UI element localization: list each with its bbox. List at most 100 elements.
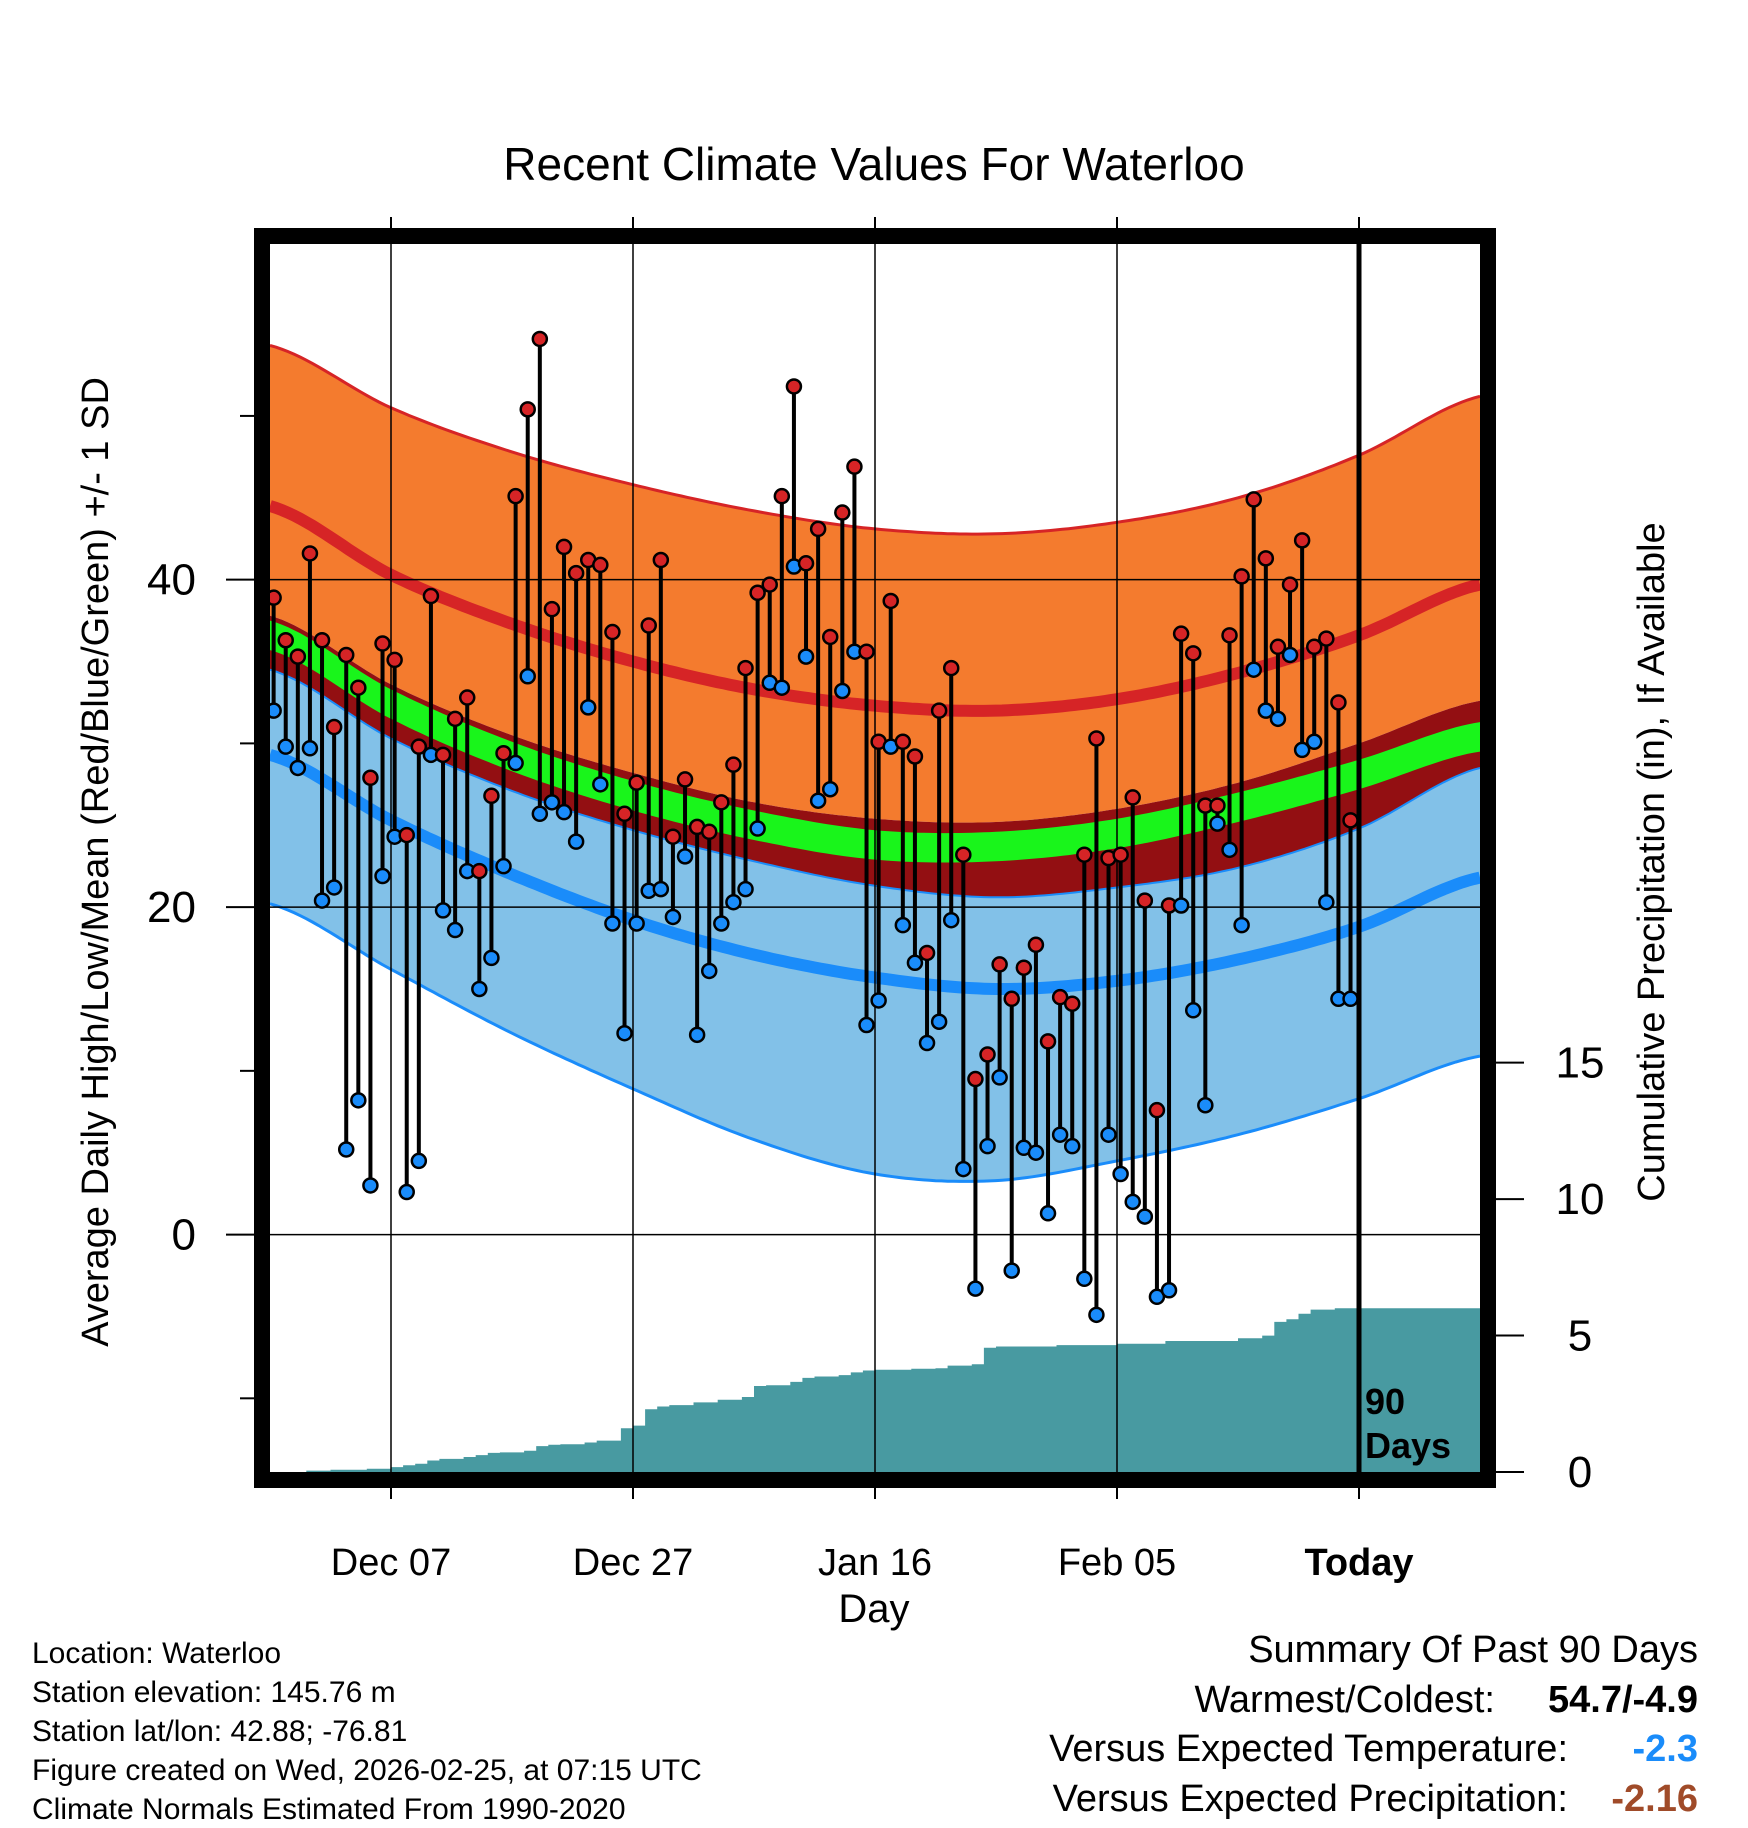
daily-high-point [906, 748, 924, 765]
daily-low-point [918, 1034, 936, 1052]
daily-low-point [301, 740, 319, 757]
daily-high-point [289, 648, 307, 665]
summary-temp-value: -2.3 [1633, 1728, 1698, 1770]
daily-low-point [967, 1280, 984, 1297]
daily-high-point [398, 826, 415, 844]
daily-low-point [337, 1141, 355, 1158]
summary-warmest-label: Warmest/Coldest: [1194, 1679, 1495, 1721]
daily-low-point [797, 648, 815, 665]
daily-high-point [809, 520, 827, 538]
daily-high-point [628, 774, 645, 791]
y-tick-label: 40 [147, 556, 196, 605]
daily-high-point [616, 805, 633, 823]
daily-high-point [277, 631, 294, 649]
daily-high-point [1305, 638, 1323, 656]
daily-high-point [592, 556, 609, 574]
daily-low-point [942, 911, 960, 929]
x-tick-label: Jan 16 [818, 1542, 932, 1584]
daily-high-point [991, 956, 1008, 973]
daily-high-point [434, 746, 452, 764]
daily-low-point [809, 792, 827, 809]
daily-high-point [1257, 550, 1275, 567]
daily-low-point [1076, 1270, 1093, 1288]
daily-low-point [270, 702, 282, 719]
daily-high-point [458, 689, 476, 706]
daily-high-point [1148, 1101, 1166, 1119]
daily-high-point [942, 659, 960, 677]
daily-low-point [749, 820, 766, 837]
daily-low-point [991, 1069, 1008, 1086]
info-created: Figure created on Wed, 2026-02-25, at 07… [32, 1754, 702, 1787]
daily-low-point [725, 893, 742, 911]
daily-low-point [325, 879, 343, 896]
daily-high-point [313, 631, 331, 649]
daily-high-point [797, 555, 815, 572]
daily-high-point [1039, 1033, 1057, 1050]
daily-low-point [567, 833, 585, 850]
daily-high-point [1076, 846, 1093, 863]
daily-low-point [894, 916, 912, 934]
daily-low-point [821, 780, 839, 798]
daily-low-point [543, 794, 561, 811]
daily-high-point [495, 744, 512, 762]
daily-high-point [1221, 627, 1238, 644]
daily-high-point [1015, 959, 1033, 976]
y-axis-label: Average Daily High/Low/Mean (Red/Blue/Gr… [75, 377, 117, 1347]
daily-low-point [628, 915, 645, 932]
x-axis-label: Day [838, 1587, 909, 1631]
info-elevation: Station elevation: 145.76 m [32, 1676, 396, 1709]
daily-high-point [1112, 846, 1129, 863]
daily-high-point [955, 846, 972, 863]
y-tick-label: 20 [147, 883, 196, 932]
daily-high-point [894, 733, 912, 750]
daily-high-point [737, 659, 754, 677]
daily-low-point [1293, 741, 1311, 759]
daily-high-point [410, 738, 428, 755]
daily-low-point [350, 1092, 367, 1109]
info-location: Location: Waterloo [32, 1637, 281, 1670]
daily-low-point [1051, 1126, 1069, 1143]
daily-high-point [1063, 995, 1081, 1012]
plot-frame [254, 228, 1496, 1488]
daily-low-point [555, 803, 573, 821]
daily-high-point [1136, 892, 1154, 909]
daily-low-point [313, 892, 331, 909]
daily-high-point [882, 592, 899, 610]
daily-low-point [1136, 1208, 1154, 1225]
daily-low-point [664, 908, 682, 926]
daily-low-point [1027, 1144, 1045, 1161]
daily-low-point [1257, 702, 1275, 719]
daily-low-point [1209, 815, 1226, 832]
daily-high-point [967, 1070, 984, 1088]
info-latlon: Station lat/lon: 42.88; -76.81 [32, 1715, 407, 1748]
summary-panel: Summary Of Past 90 Days Warmest/Coldest:… [1049, 1629, 1698, 1820]
daily-high-point [761, 576, 778, 593]
daily-high-point [664, 828, 682, 845]
daily-high-point [362, 769, 379, 787]
daily-low-point [483, 949, 500, 967]
y2-tick-label: 15 [1556, 1039, 1605, 1088]
daily-high-point [1027, 936, 1045, 954]
daily-low-point [579, 699, 597, 716]
daily-high-point [507, 487, 524, 505]
daily-low-point [1342, 990, 1359, 1008]
daily-high-point [270, 589, 282, 606]
today-marker-days-number: 90 [1365, 1381, 1405, 1422]
daily-high-point [1209, 797, 1226, 814]
daily-high-point [386, 651, 403, 669]
daily-high-point [471, 862, 488, 880]
daily-high-point [1003, 990, 1020, 1008]
daily-low-point [471, 980, 488, 998]
x-tick-label: Dec 07 [331, 1542, 451, 1584]
daily-low-point [979, 1137, 996, 1155]
daily-low-point [1039, 1205, 1057, 1222]
daily-low-point [1281, 646, 1299, 664]
daily-high-point [1124, 789, 1141, 806]
summary-temp-label: Versus Expected Temperature: [1049, 1728, 1568, 1770]
daily-low-point [700, 962, 718, 980]
daily-high-point [337, 646, 355, 664]
daily-low-point [495, 857, 512, 875]
daily-high-point [676, 771, 694, 788]
daily-low-point [1124, 1193, 1141, 1211]
